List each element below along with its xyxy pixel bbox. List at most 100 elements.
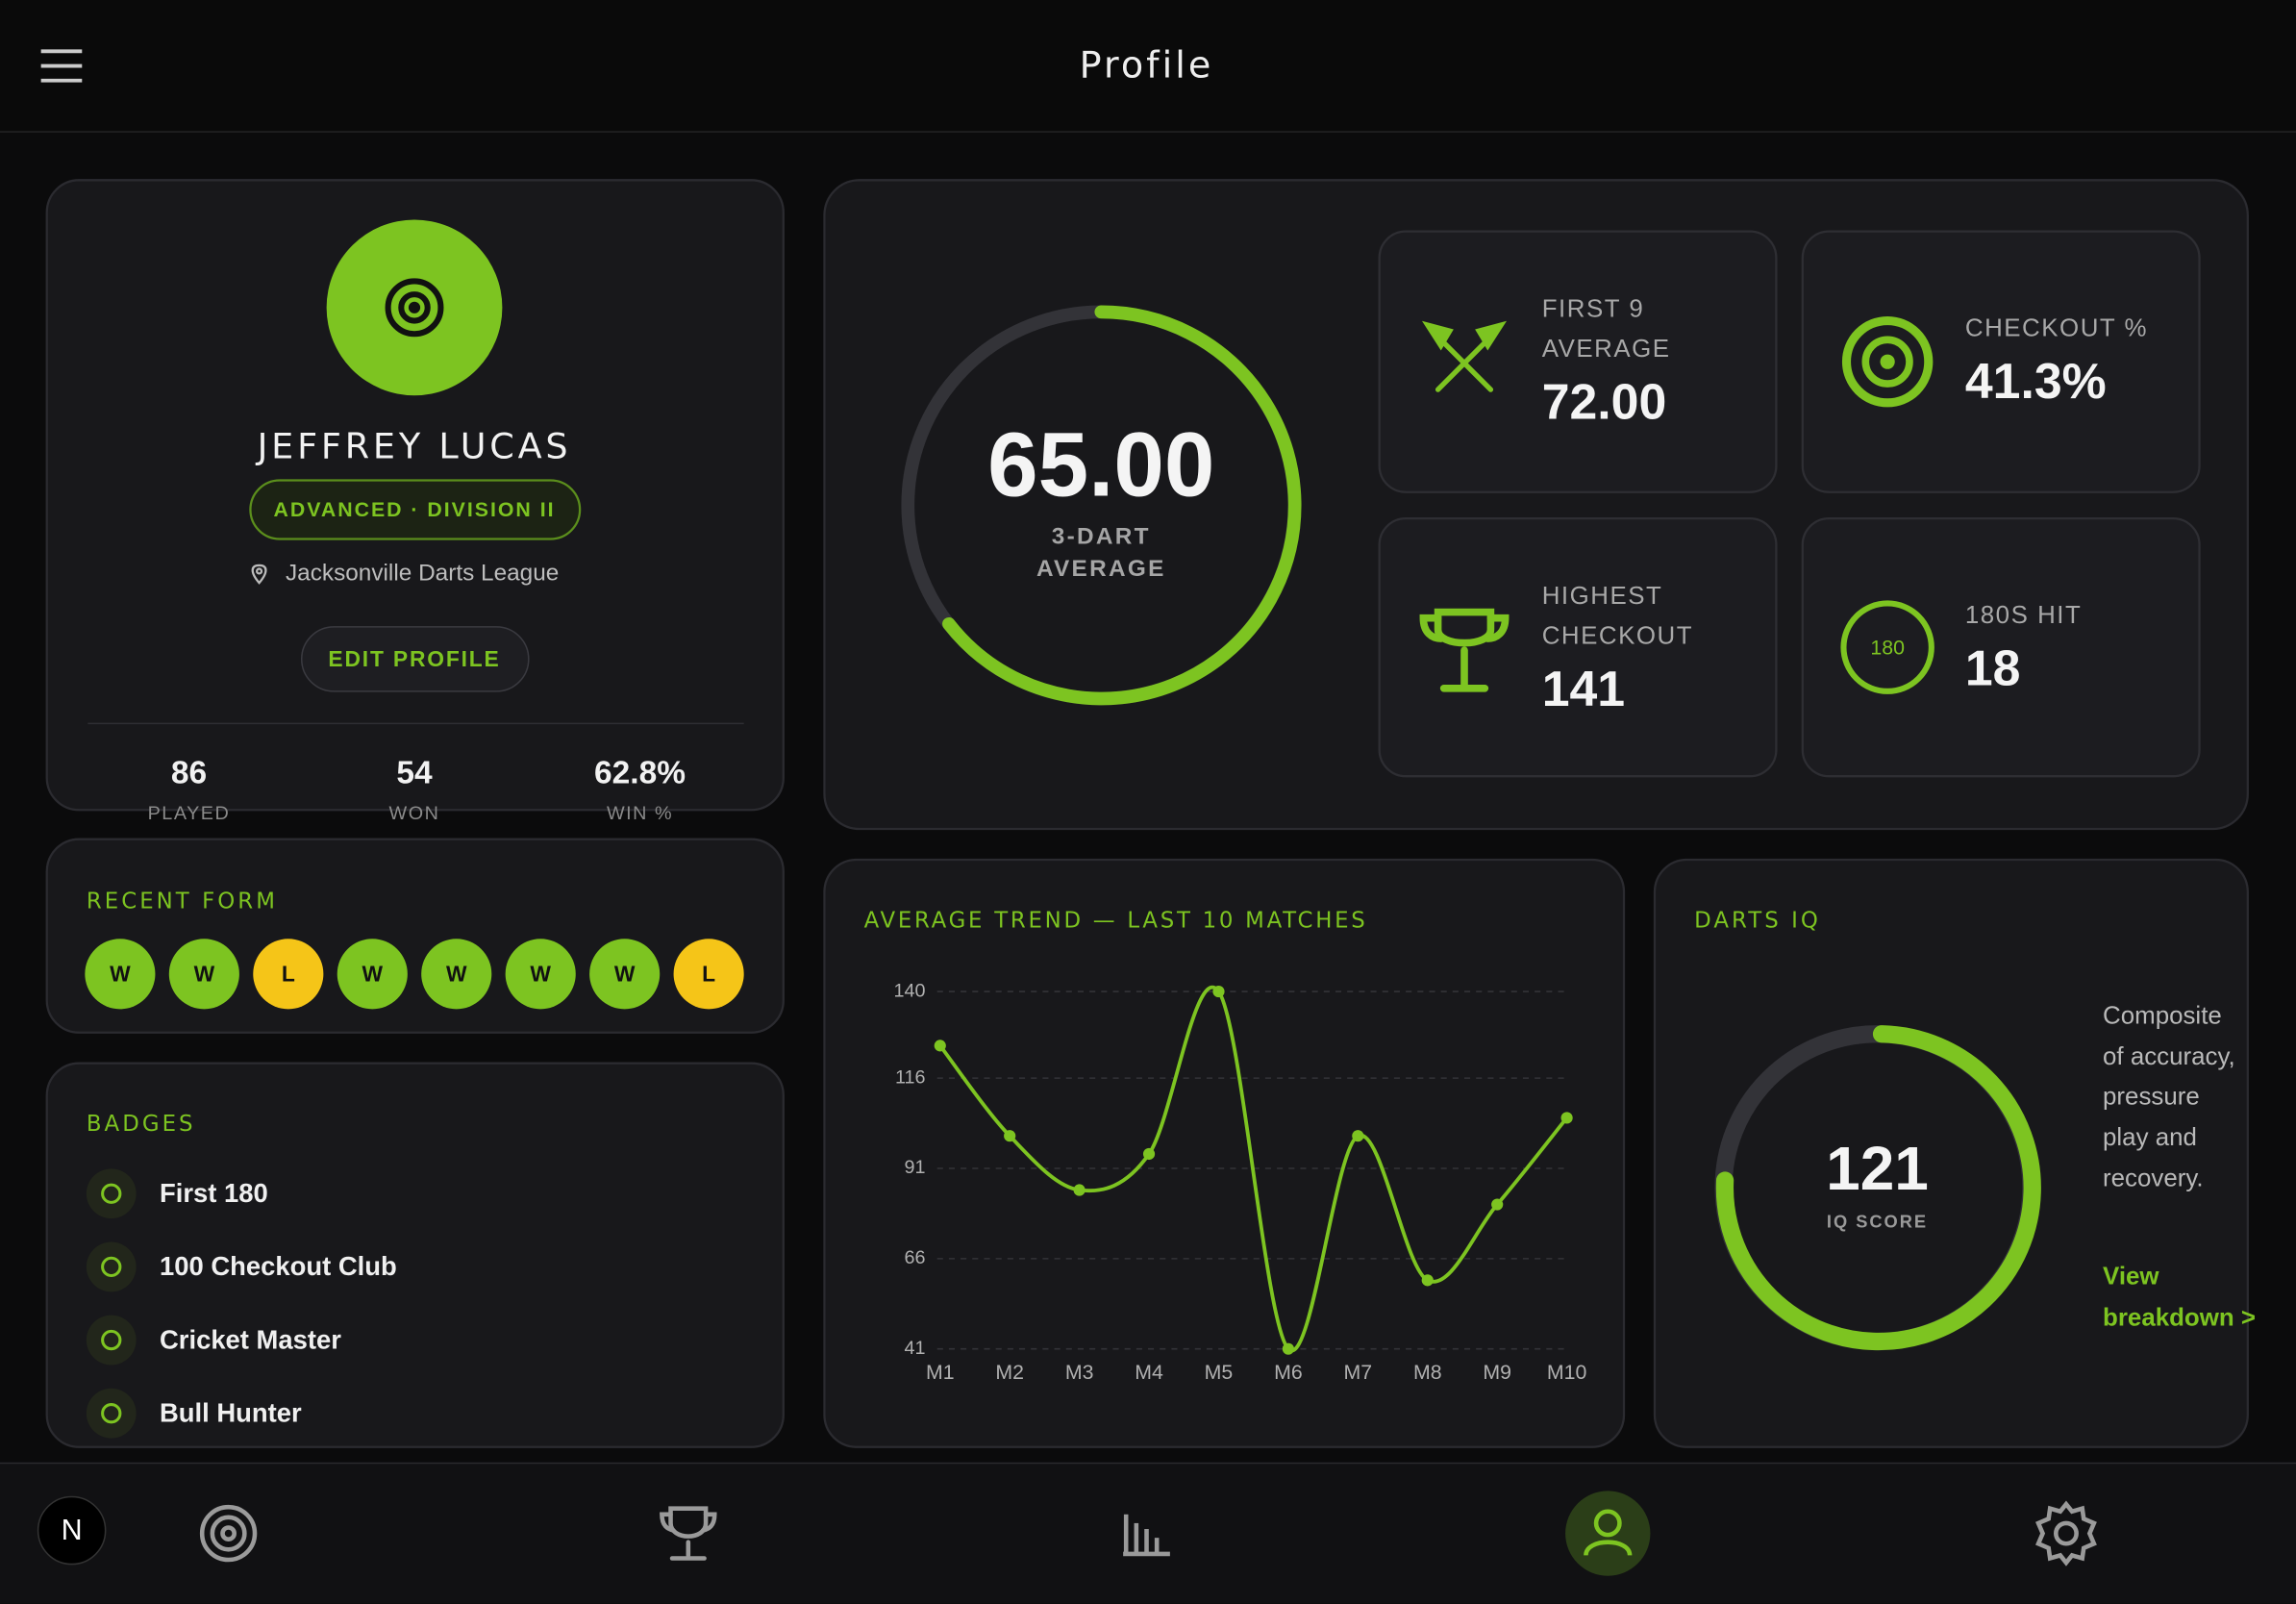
badge-icon xyxy=(86,1388,137,1439)
form-result xyxy=(673,939,744,1010)
tile-label: 180S HIT xyxy=(1965,602,2082,629)
stat-tile xyxy=(1378,516,1778,778)
form-result xyxy=(85,939,156,1010)
iq-card xyxy=(1653,858,2249,1448)
chart-title: AVERAGE TREND — LAST 10 MATCHES xyxy=(864,908,1368,933)
menu-button[interactable] xyxy=(40,49,83,83)
edit-profile-button[interactable] xyxy=(300,626,530,692)
section-title: RECENT FORM xyxy=(87,890,278,915)
badge-icon-mark xyxy=(101,1329,122,1351)
ring-progress xyxy=(1715,1025,2041,1351)
nav-trophy[interactable] xyxy=(660,1506,717,1561)
badge-icon xyxy=(86,1241,137,1292)
badge-name: First 180 xyxy=(160,1178,268,1208)
section-title: BADGES xyxy=(87,1112,196,1137)
form-result-label: W xyxy=(530,961,551,986)
iq-description: Composite of accuracy, pressure play and… xyxy=(2103,1001,2235,1192)
iq-label: IQ SCORE xyxy=(1827,1212,1928,1232)
edit-profile-label[interactable]: EDIT PROFILE xyxy=(328,646,500,671)
form-result-label: L xyxy=(702,961,715,986)
player-name: JEFFREY LUCAS xyxy=(256,426,572,467)
nav-settings[interactable] xyxy=(2035,1500,2097,1566)
badge-name: Cricket Master xyxy=(160,1324,341,1354)
trend-point xyxy=(1560,1112,1573,1124)
badge-name: Bull Hunter xyxy=(160,1397,302,1427)
x-tick-label: M5 xyxy=(1205,1361,1234,1384)
darts-icon xyxy=(1421,320,1508,392)
stat-tile xyxy=(1378,230,1778,493)
form-result-label: W xyxy=(110,961,131,986)
average-label: AVERAGE xyxy=(1036,556,1166,582)
form-result xyxy=(505,939,576,1010)
form-result-label: L xyxy=(282,961,295,986)
y-tick-label: 140 xyxy=(894,980,926,1001)
tile-label: AVERAGE xyxy=(1542,336,1671,363)
x-tick-label: M9 xyxy=(1483,1361,1511,1384)
form-result-label: W xyxy=(362,961,384,986)
badge-icon-mark xyxy=(101,1403,122,1424)
x-tick-label: M2 xyxy=(995,1361,1024,1384)
top-bar xyxy=(0,0,2296,133)
pin-icon xyxy=(251,564,267,585)
stat-label: PLAYED xyxy=(148,803,231,824)
x-tick-label: M1 xyxy=(926,1361,955,1384)
badge-name: 100 Checkout Club xyxy=(160,1251,397,1281)
stat-tile xyxy=(1801,516,2201,778)
form-result-label: W xyxy=(614,961,636,986)
tile-value: 141 xyxy=(1542,661,1625,716)
league: Jacksonville Darts League xyxy=(286,560,559,586)
stat-tile xyxy=(1801,230,2201,493)
y-tick-label: 66 xyxy=(905,1247,926,1268)
nav-avatar[interactable] xyxy=(37,1495,107,1566)
avatar-icon xyxy=(385,278,444,338)
target-icon xyxy=(1841,315,1934,408)
trend-point xyxy=(934,1040,946,1052)
form-result-label: W xyxy=(446,961,467,986)
stat-value: 86 xyxy=(171,756,207,791)
ring-icon-label: 180 xyxy=(1870,636,1905,659)
iq-score: 121 xyxy=(1826,1134,1929,1203)
stat-value: 54 xyxy=(396,756,433,791)
section-title: DARTS IQ xyxy=(1694,908,1821,933)
badges-card xyxy=(45,1062,785,1448)
badge-icon-mark xyxy=(101,1183,122,1204)
division: ADVANCED · DIVISION II xyxy=(274,498,556,521)
tile-label: CHECKOUT % xyxy=(1965,315,2148,342)
form-result xyxy=(421,939,492,1010)
trend-point xyxy=(1212,985,1225,998)
page-title: Profile xyxy=(1080,44,1214,87)
nav-avatar-label[interactable]: N xyxy=(62,1514,83,1546)
tile-label: HIGHEST xyxy=(1542,583,1663,610)
y-tick-label: 41 xyxy=(905,1338,926,1359)
badge-icon-mark xyxy=(101,1256,122,1278)
tile-label: CHECKOUT xyxy=(1542,622,1693,649)
y-tick-label: 91 xyxy=(905,1157,926,1178)
tile-value: 72.00 xyxy=(1542,374,1667,430)
iq-link[interactable]: View breakdown > xyxy=(2103,1262,2257,1331)
stat-value: 62.8% xyxy=(594,756,686,791)
nav-stats[interactable] xyxy=(1123,1514,1170,1557)
trend-point xyxy=(1004,1130,1016,1142)
ring-progress xyxy=(942,305,1302,706)
trend-point xyxy=(1491,1198,1504,1211)
trend-point xyxy=(1073,1184,1086,1196)
trophy-icon xyxy=(1419,608,1510,692)
nav-profile[interactable] xyxy=(1584,1509,1633,1556)
trend-point xyxy=(1352,1130,1364,1142)
trend-point xyxy=(1421,1274,1434,1287)
x-tick-label: M10 xyxy=(1547,1361,1587,1384)
average-value: 65.00 xyxy=(987,414,1214,515)
form-result xyxy=(253,939,324,1010)
badge-icon xyxy=(86,1315,137,1366)
nav-play[interactable] xyxy=(199,1504,258,1563)
form-result-label: W xyxy=(194,961,215,986)
recent-form-card xyxy=(45,838,785,1034)
x-tick-label: M6 xyxy=(1274,1361,1303,1384)
form-result xyxy=(589,939,661,1010)
stat-label: WIN % xyxy=(607,803,673,824)
x-tick-label: M4 xyxy=(1135,1361,1163,1384)
trend-point xyxy=(1282,1342,1294,1355)
tile-value: 18 xyxy=(1965,640,2021,696)
